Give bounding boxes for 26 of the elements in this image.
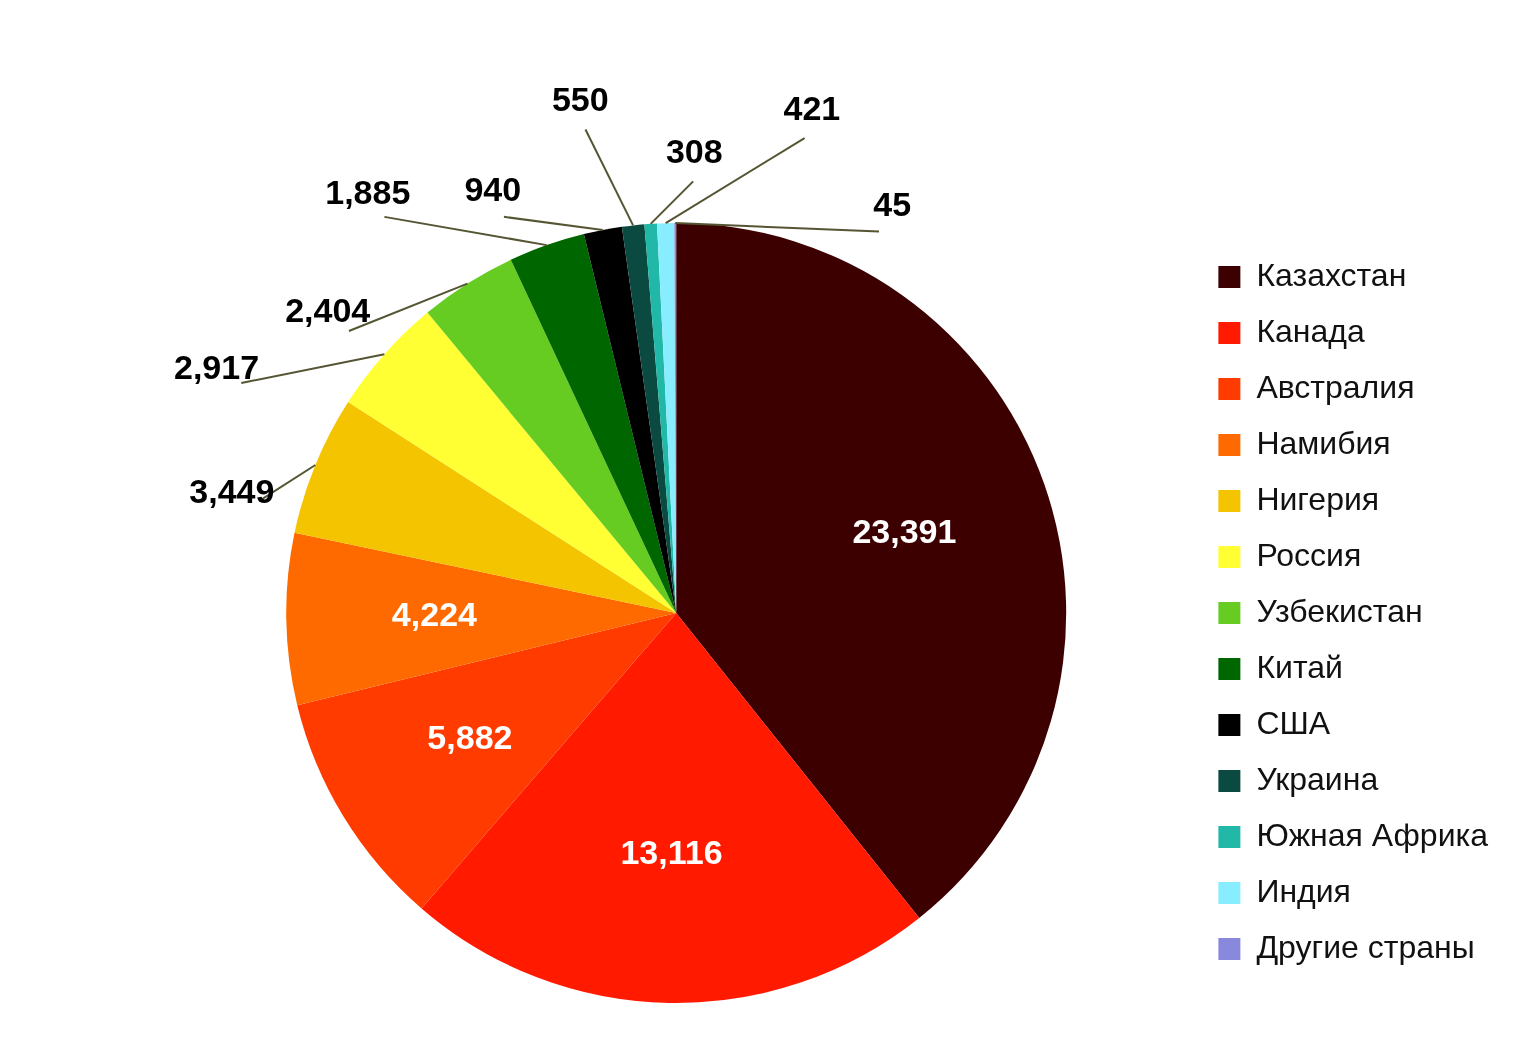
legend-label: Канада xyxy=(1256,312,1365,349)
data-label: 1,885 xyxy=(325,172,411,211)
data-label: 940 xyxy=(464,169,522,208)
legend-label: Австралия xyxy=(1256,368,1415,405)
data-label: 45 xyxy=(873,185,912,224)
legend-label: Другие страны xyxy=(1256,928,1475,965)
data-label: 3,449 xyxy=(189,472,275,511)
legend-label: США xyxy=(1256,704,1331,741)
data-label: 2,917 xyxy=(173,348,260,387)
legend-label: Индия xyxy=(1256,872,1351,909)
data-label: 23,391 xyxy=(852,511,957,550)
legend-label: Казахстан xyxy=(1256,256,1407,293)
data-label: 4,224 xyxy=(391,595,478,634)
data-label: 5,882 xyxy=(427,717,513,756)
data-label: 308 xyxy=(665,131,723,170)
legend-label: Узбекистан xyxy=(1256,592,1423,629)
legend-label: Россия xyxy=(1256,536,1362,573)
legend-label: Южная Африка xyxy=(1256,816,1489,853)
legend-label: Украина xyxy=(1256,760,1379,797)
legend-label: Намибия xyxy=(1256,424,1391,461)
data-label: 2,404 xyxy=(285,291,371,330)
legend-label: Китай xyxy=(1256,648,1343,685)
data-label: 421 xyxy=(783,89,841,128)
data-label: 550 xyxy=(551,80,609,119)
legend-label: Нигерия xyxy=(1256,480,1380,517)
data-label: 13,116 xyxy=(620,833,723,872)
